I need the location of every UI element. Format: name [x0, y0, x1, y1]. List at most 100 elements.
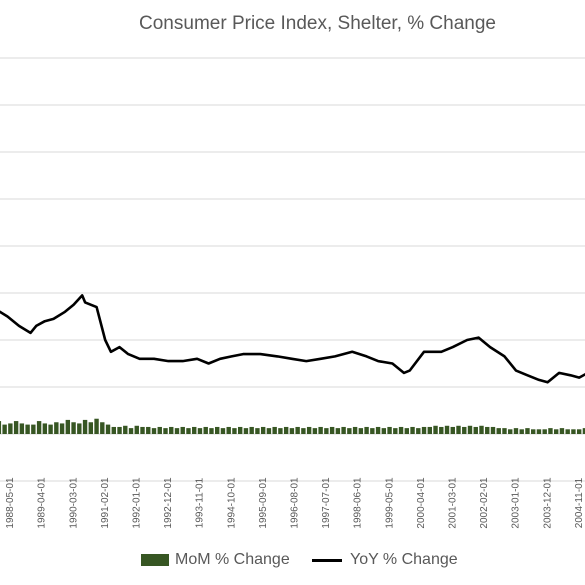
- mom-bar-48: [260, 426, 266, 434]
- mom-bar-78: [433, 425, 438, 434]
- mom-bar-68: [375, 426, 381, 434]
- mom-bar-11: [48, 424, 53, 434]
- mom-bar-24: [123, 425, 128, 434]
- x-tick-label-13: 2000-04-01: [416, 477, 427, 529]
- x-axis-tick-labels: 1988-05-01 1989-04-01 1990-03-01 1991-02-01…: [5, 477, 585, 529]
- mom-bar-103: [576, 429, 582, 434]
- mom-bar-15: [71, 422, 76, 434]
- mom-bar-66: [364, 426, 369, 434]
- mom-bar-76: [421, 426, 427, 434]
- mom-bar-19: [94, 418, 99, 434]
- mom-bar-3: [2, 424, 7, 434]
- mom-bar-58: [318, 426, 323, 434]
- mom-bar-55: [301, 428, 306, 434]
- x-tick-label-17: 2003-12-01: [542, 477, 553, 529]
- yoy-line: [0, 294, 585, 384]
- mom-bar-20: [100, 422, 105, 434]
- mom-bar-92: [513, 428, 519, 434]
- mom-bar-72: [398, 426, 404, 434]
- mom-bar-21: [105, 424, 111, 434]
- mom-bar-80: [444, 425, 450, 434]
- mom-bar-32: [169, 426, 174, 434]
- mom-bar-50: [272, 426, 277, 434]
- mom-bar-98: [548, 428, 553, 434]
- mom-bar-95: [531, 429, 536, 434]
- legend-label-yoy: YoY % Change: [350, 551, 458, 568]
- mom-bar-27: [140, 426, 145, 434]
- mom-bar-64: [352, 426, 358, 434]
- x-tick-label-1: 1989-04-01: [37, 477, 48, 529]
- mom-bar-63: [347, 428, 352, 434]
- x-tick-label-7: 1994-10-01: [226, 477, 237, 529]
- mom-bar-100: [559, 428, 565, 434]
- mom-bar-39: [209, 428, 214, 434]
- mom-bar-46: [249, 426, 254, 434]
- mom-bar-17: [82, 419, 88, 434]
- x-tick-label-3: 1991-02-01: [100, 477, 111, 529]
- mom-bar-69: [381, 428, 387, 434]
- x-tick-label-14: 2001-03-01: [448, 477, 459, 529]
- mom-bar-29: [151, 428, 157, 434]
- mom-bar-26: [134, 425, 139, 434]
- mom-bar-59: [324, 428, 329, 434]
- mom-bar-93: [519, 429, 524, 434]
- x-tick-label-8: 1995-09-01: [258, 477, 269, 529]
- mom-bar-82: [456, 425, 461, 434]
- mom-bar-94: [525, 428, 530, 434]
- mom-bar-67: [370, 428, 375, 434]
- mom-bar-60: [329, 426, 335, 434]
- x-tick-label-16: 2003-01-01: [511, 477, 522, 529]
- mom-bar-54: [295, 426, 300, 434]
- mom-bar-13: [59, 423, 65, 434]
- mom-bar-84: [467, 425, 473, 434]
- mom-bar-33: [174, 428, 180, 434]
- mom-bar-22: [111, 426, 116, 434]
- x-tick-label-15: 2002-02-01: [479, 477, 490, 529]
- mom-bar-89: [496, 428, 501, 434]
- mom-bar-71: [393, 428, 398, 434]
- mom-bar-10: [42, 423, 48, 434]
- mom-bar-90: [502, 428, 507, 434]
- mom-bar-99: [553, 429, 559, 434]
- mom-bar-45: [243, 428, 249, 434]
- mom-bar-75: [416, 428, 421, 434]
- mom-bar-42: [226, 426, 231, 434]
- x-tick-label-5: 1992-12-01: [163, 477, 174, 529]
- mom-bar-53: [289, 428, 295, 434]
- mom-bar-16: [77, 423, 82, 434]
- mom-bar-14: [65, 419, 71, 434]
- gridlines: [0, 57, 585, 482]
- x-tick-label-10: 1997-07-01: [321, 477, 332, 529]
- x-tick-label-2: 1990-03-01: [68, 477, 79, 529]
- mom-bar-23: [117, 426, 122, 434]
- mom-bar-2: [0, 421, 2, 434]
- x-tick-label-9: 1996-08-01: [290, 477, 301, 529]
- mom-bar-87: [485, 426, 490, 434]
- mom-bar-51: [278, 428, 283, 434]
- mom-bar-85: [473, 426, 478, 434]
- mom-bar-47: [255, 428, 260, 434]
- x-tick-label-12: 1999-05-01: [384, 477, 395, 529]
- mom-bar-35: [186, 428, 191, 434]
- mom-bar-4: [8, 423, 13, 434]
- x-tick-label-6: 1993-11-01: [195, 477, 206, 528]
- mom-bar-88: [490, 426, 496, 434]
- mom-bar-5: [13, 421, 19, 434]
- mom-bar-25: [128, 428, 134, 434]
- legend-label-mom: MoM % Change: [175, 551, 290, 568]
- mom-bar-34: [180, 426, 185, 434]
- mom-bar-83: [462, 426, 467, 434]
- mom-bar-30: [157, 426, 162, 434]
- yoy-line-group: [0, 294, 585, 384]
- mom-bar-31: [163, 428, 168, 434]
- legend: MoM % Change YoY % Change: [0, 551, 585, 573]
- mom-bar-86: [479, 425, 484, 434]
- legend-item-yoy: YoY % Change: [312, 551, 458, 569]
- mom-bar-65: [358, 428, 364, 434]
- mom-bar-91: [508, 429, 513, 434]
- mom-bar-36: [192, 426, 197, 434]
- mom-bar-101: [565, 429, 570, 434]
- mom-bar-38: [203, 426, 208, 434]
- x-tick-label-4: 1992-01-01: [132, 477, 143, 529]
